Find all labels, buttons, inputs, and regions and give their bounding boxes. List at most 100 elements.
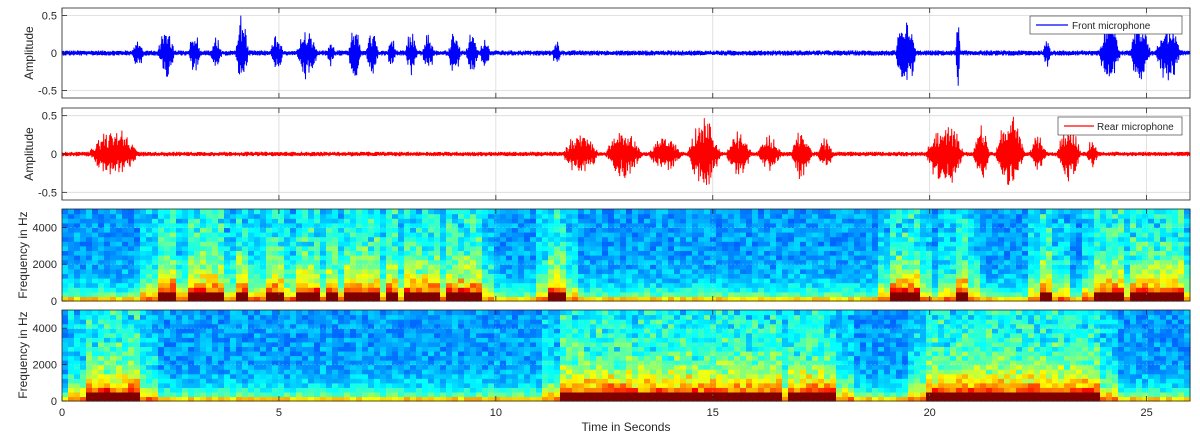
spectrogram-cell <box>104 346 111 352</box>
spectrogram-cell <box>806 264 813 270</box>
spectrogram-cell <box>332 319 339 325</box>
spectrogram-cell <box>734 227 741 233</box>
spectrogram-cell <box>716 268 723 274</box>
spectrogram-cell <box>680 264 687 270</box>
spectrogram-cell <box>500 273 507 279</box>
spectrogram-cell <box>464 264 471 270</box>
spectrogram-cell <box>260 350 267 357</box>
spectrogram-cell <box>614 291 621 297</box>
spectrogram-cell <box>230 387 237 393</box>
spectrogram-cell <box>416 209 423 215</box>
spectrogram-cell <box>356 218 363 224</box>
spectrogram-cell <box>446 255 453 261</box>
spectrogram-cell <box>890 213 897 219</box>
spectrogram-cell <box>1034 273 1041 279</box>
spectrogram-cell <box>80 227 87 233</box>
spectrogram-cell <box>104 328 111 334</box>
spectrogram-cell <box>164 373 171 379</box>
spectrogram-cell <box>236 213 243 219</box>
spectrogram-cell <box>362 332 369 338</box>
spectrogram-cell <box>908 236 915 242</box>
spectrogram-cell <box>902 282 909 288</box>
spectrogram-cell <box>224 378 231 384</box>
spectrogram-cell <box>140 241 147 247</box>
spectrogram-cell <box>218 355 225 361</box>
spectrogram-cell <box>230 314 237 320</box>
spectrogram-cell <box>80 382 87 388</box>
spectrogram-cell <box>806 227 813 233</box>
spectrogram-cell <box>566 241 573 247</box>
spectrogram-cell <box>776 268 783 274</box>
spectrogram-cell <box>194 268 201 274</box>
spectrogram-cell <box>80 364 87 370</box>
spectrogram-cell <box>518 222 525 228</box>
spectrogram-cell <box>128 218 135 224</box>
spectrogram-cell <box>398 378 405 384</box>
spectrogram-cell <box>380 291 387 297</box>
spectrogram-cell <box>320 227 327 233</box>
spectrogram-cell <box>932 209 939 215</box>
spectrogram-cell <box>1046 245 1053 251</box>
spectrogram-cell <box>1058 213 1065 219</box>
spectrogram-cell <box>590 236 597 242</box>
spectrogram-cell <box>176 264 183 270</box>
spectrogram-cell <box>818 213 825 219</box>
spectrogram-cell <box>230 255 237 261</box>
spectrogram-cell <box>536 282 543 288</box>
spectrogram-cell <box>170 213 177 219</box>
spectrogram-cell <box>140 396 147 402</box>
spectrogram-cell <box>206 391 213 398</box>
spectrogram-cell <box>176 328 183 334</box>
spectrogram-cell <box>398 250 405 256</box>
spectrogram-cell <box>590 245 597 251</box>
spectrogram-cell <box>356 346 363 352</box>
spectrogram-cell <box>980 268 987 274</box>
spectrogram-cell <box>200 391 207 398</box>
spectrogram-cell <box>542 232 549 238</box>
spectrogram-cell <box>248 296 255 302</box>
spectrogram-cell <box>944 264 951 270</box>
spectrogram-cell <box>98 364 105 370</box>
spectrogram-cell <box>692 287 699 293</box>
spectrogram-cell <box>80 291 87 297</box>
spectrogram-cell <box>458 227 465 233</box>
spectrogram-cell <box>410 255 417 261</box>
spectrogram-cell <box>926 282 933 288</box>
spectrogram-cell <box>1034 227 1041 233</box>
spectrogram-cell <box>500 296 507 302</box>
spectrogram-cell <box>176 364 183 370</box>
spectrogram-cell <box>836 213 843 219</box>
spectrogram-cell <box>998 268 1005 274</box>
spectrogram-cell <box>944 273 951 279</box>
spectrogram-cell <box>752 278 759 284</box>
spectrogram-cell <box>920 291 927 297</box>
spectrogram-cell <box>146 218 153 224</box>
spectrogram-cell <box>362 222 369 228</box>
spectrogram-cell <box>722 209 729 215</box>
spectrogram-cell <box>698 264 705 270</box>
spectrogram-cell <box>770 209 777 215</box>
spectrogram-cell <box>380 273 387 279</box>
spectrogram-cell <box>74 209 81 215</box>
spectrogram-cell <box>578 218 585 224</box>
spectrogram-cell <box>986 282 993 288</box>
spectrogram-cell <box>194 278 201 284</box>
spectrogram-cell <box>176 213 183 219</box>
spectrogram-cell <box>1160 259 1167 265</box>
spectrogram-cell <box>92 273 99 279</box>
spectrogram-cell <box>422 222 429 228</box>
spectrogram-cell <box>1046 227 1053 233</box>
spectrogram-cell <box>578 291 585 297</box>
spectrogram-cell <box>1136 291 1143 297</box>
spectrogram-cell <box>848 245 855 251</box>
spectrogram-cell <box>1136 287 1143 293</box>
spectrogram-cell <box>1088 245 1095 251</box>
spectrogram-cell <box>1094 232 1101 238</box>
spectrogram-cell <box>938 282 945 288</box>
spectrogram-cell <box>896 287 903 293</box>
spectrogram-cell <box>1136 282 1143 288</box>
spectrogram-cell <box>500 213 507 219</box>
spectrogram-cell <box>896 250 903 256</box>
spectrogram-cell <box>200 378 207 384</box>
spectrogram-cell <box>98 323 105 329</box>
